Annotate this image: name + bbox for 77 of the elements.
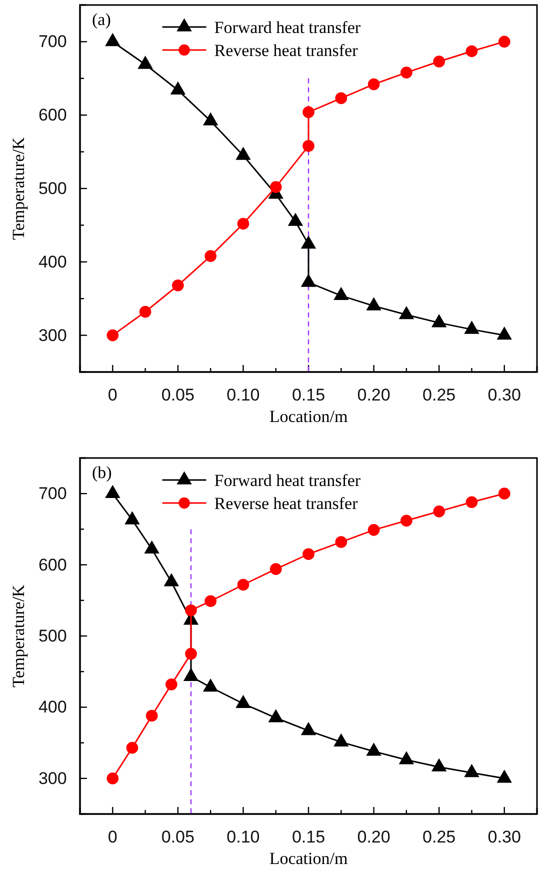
y-tick-label: 500 [38,626,67,646]
point [270,181,282,193]
point [300,236,316,249]
point [398,306,414,320]
x-axis-title: Location/m [269,407,348,426]
y-tick-label: 300 [38,326,67,345]
x-tick-label: 0 [108,386,118,404]
point [466,496,478,508]
x-tick-label: 0.30 [488,386,521,404]
y-tick-label: 600 [38,555,67,574]
y-tick-label: 600 [38,106,67,125]
point [334,733,349,746]
x-tick-label: 0.20 [357,828,390,846]
x-tick-label: 0.15 [292,386,326,404]
point [185,604,197,616]
annotation: (a) [92,10,111,29]
point [398,751,414,764]
x-tick-label: 0.15 [292,828,326,846]
y-tick-label: 700 [38,484,67,504]
point [204,595,216,608]
point [236,146,251,160]
point [270,563,282,575]
point [431,314,447,328]
point [433,56,445,68]
point [335,536,348,548]
point [237,218,250,230]
point [300,722,316,736]
y-tick-label: 400 [38,698,67,717]
point [300,274,316,287]
x-tick-label: 0.20 [357,386,390,404]
y-axis-title: Temperature/K [9,136,28,240]
point [302,140,314,152]
point [496,326,512,340]
annotation: (b) [92,463,112,482]
point [183,668,199,681]
point [268,709,284,722]
point [464,764,480,778]
point [334,286,349,300]
x-tick-label: 0 [108,828,118,846]
point [302,548,314,560]
point [498,36,510,48]
legend-label: Reverse heat transfer [214,494,358,513]
x-tick-label: 0.25 [422,828,456,846]
point [498,488,510,500]
point [433,505,445,518]
point [368,78,380,90]
point [302,106,314,118]
x-tick-label: 0.10 [226,386,260,404]
point [202,678,218,692]
legend-label: Reverse heat transfer [214,41,358,60]
y-axis-title: Temperature/K [9,584,28,688]
point [431,758,447,772]
point [366,742,382,756]
y-tick-label: 300 [38,768,67,788]
point [368,524,380,536]
x-tick-label: 0.05 [161,828,194,846]
x-axis-title: Location/m [269,849,348,868]
y-tick-label: 700 [38,32,67,52]
point [400,66,412,78]
x-tick-label: 0.30 [488,828,521,846]
point [496,770,512,783]
x-tick-label: 0.10 [226,828,260,846]
point [236,694,251,708]
point [466,45,478,58]
point [185,648,197,660]
point [288,212,304,226]
point [237,578,250,591]
x-tick-label: 0.05 [161,386,194,404]
legend-label: Forward heat transfer [214,18,361,37]
point [335,92,348,104]
legend-label: Forward heat transfer [214,471,361,490]
point [464,320,480,334]
x-tick-label: 0.25 [422,386,456,404]
point [366,297,382,310]
point [400,514,412,527]
y-tick-label: 400 [38,252,67,272]
y-tick-label: 500 [38,178,67,198]
